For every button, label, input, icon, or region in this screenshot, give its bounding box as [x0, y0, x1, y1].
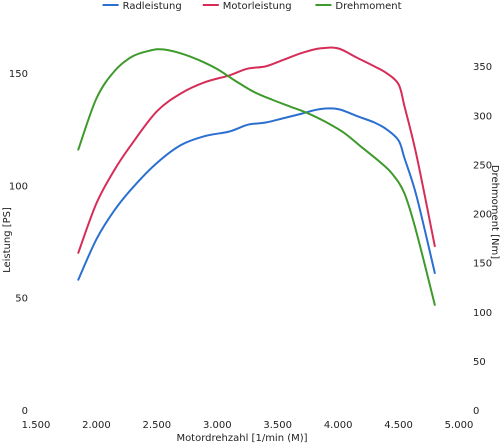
y2-tick-label: 50 [473, 357, 486, 368]
y2-tick-label: 0 [473, 406, 479, 417]
x-tick-label: 2.500 [143, 420, 172, 431]
x-axis-label: Motordrehzahl [1/min (M)] [176, 433, 307, 444]
x-tick-label: 2.000 [82, 420, 111, 431]
y2-axis-label: Drehmoment [Nm] [489, 165, 500, 259]
series-line-drehmoment [77, 48, 436, 306]
x-tick-label: 1.500 [22, 420, 51, 431]
y2-tick-label: 250 [473, 160, 492, 171]
legend-label: Motorleistung [223, 1, 292, 12]
x-tick-label: 3.500 [263, 420, 292, 431]
x-tick-label: 5.000 [445, 420, 474, 431]
y2-tick-label: 200 [473, 210, 492, 221]
plot-area [77, 46, 436, 306]
y2-tick-label: 300 [473, 111, 492, 122]
x-tick-label: 4.000 [324, 420, 353, 431]
legend-item-drehmoment: Drehmoment [315, 1, 402, 12]
y-tick-label: 100 [9, 181, 28, 192]
y2-tick-label: 350 [473, 62, 492, 73]
y-tick-label: 50 [15, 294, 28, 305]
y2-tick-label: 150 [473, 259, 492, 270]
legend-item-motorleistung: Motorleistung [202, 1, 292, 12]
y-tick-label: 150 [9, 69, 28, 80]
legend-label: Radleistung [123, 1, 182, 12]
series-line-radleistung [77, 107, 436, 281]
y-axis-ticks: 0 50 100 150 [9, 69, 28, 417]
x-tick-label: 4.500 [384, 420, 413, 431]
y2-tick-label: 100 [473, 308, 492, 319]
y2-axis-ticks: 0 50 100 150 200 250 300 350 [473, 62, 492, 417]
y-axis-label: Leistung [PS] [2, 207, 13, 273]
legend-item-radleistung: Radleistung [102, 1, 182, 12]
x-tick-label: 3.000 [203, 420, 232, 431]
series-line-motorleistung [77, 46, 436, 254]
y-tick-label: 0 [22, 406, 28, 417]
legend: Radleistung Motorleistung Drehmoment [102, 1, 402, 12]
legend-label: Drehmoment [335, 1, 401, 12]
x-axis-ticks: 1.500 2.000 2.500 3.000 3.500 4.000 4.500 5.000 [22, 420, 474, 431]
